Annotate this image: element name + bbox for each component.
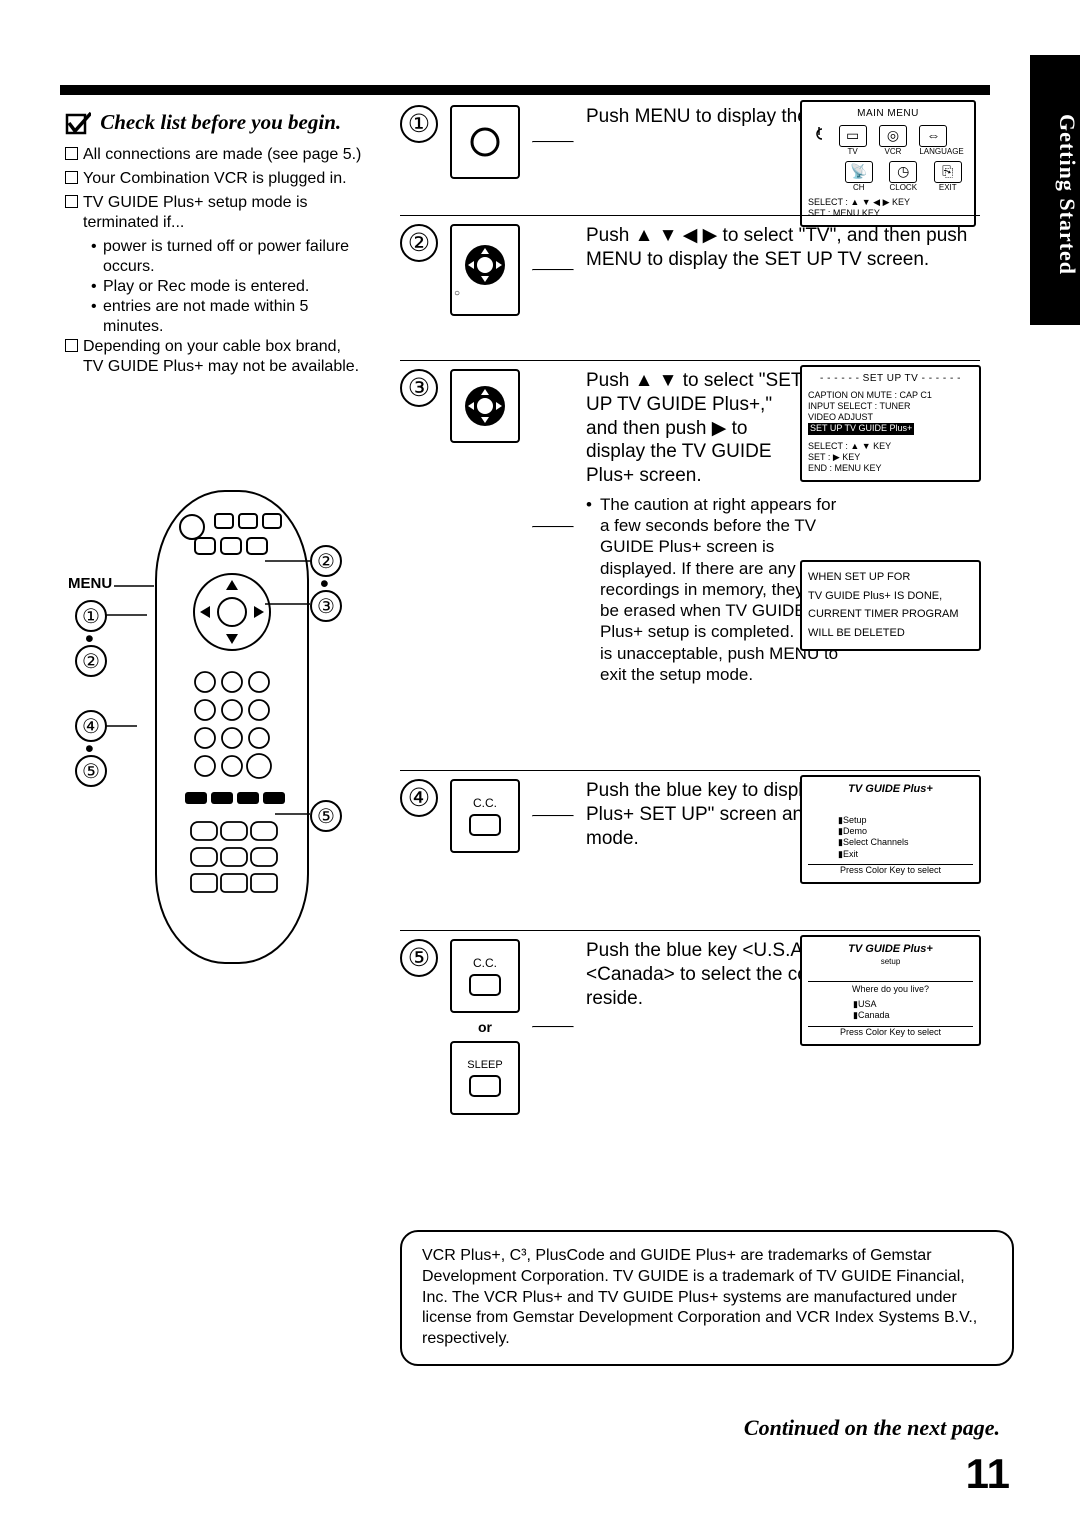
step-num: ② — [400, 224, 438, 262]
checklist-item: TV GUIDE Plus+ setup mode is terminated … — [65, 193, 365, 233]
checklist-subitem: power is turned off or power failure occ… — [65, 237, 365, 277]
step-text: Push ▲ ▼ to select "SET UP TV GUIDE Plus… — [586, 369, 806, 488]
callout-num: ⑤ — [310, 800, 342, 832]
checklist-title: Check list before you begin. — [65, 110, 365, 135]
section-tab: Getting Started — [1030, 55, 1080, 325]
checklist-subitem: entries are not made within 5 minutes. — [65, 297, 365, 337]
key-menu — [450, 105, 520, 179]
continued-label: Continued on the next page. — [744, 1415, 1000, 1441]
step-num: ⑤ — [400, 939, 438, 977]
trademark-notice: VCR Plus+, C³, PlusCode and GUIDE Plus+ … — [400, 1230, 1014, 1366]
key-sleep: SLEEP — [450, 1041, 520, 1115]
step-num: ① — [400, 105, 438, 143]
step-text: Push ▲ ▼ ◀ ▶ to select "TV", and then pu… — [586, 224, 980, 272]
panel-tvguide-country: TV GUIDE Plus+ setup Where do you live? … — [800, 935, 981, 1046]
panel-main-menu: MAIN MENU ▭TV ◎VCR ⇔LANGUAGE 📡CH ◷CLOCK … — [800, 100, 976, 227]
remote-menu-label: MENU — [68, 575, 112, 592]
checklist-item: All connections are made (see page 5.) — [65, 145, 365, 165]
panel-tvguide-setup: TV GUIDE Plus+ ▮Setup ▮Demo ▮Select Chan… — [800, 775, 981, 884]
key-cc: C.C. — [450, 939, 520, 1013]
panel-setup-tv: - - - - - - SET UP TV - - - - - - CAPTIO… — [800, 365, 981, 482]
checklist-subitem: Play or Rec mode is entered. — [65, 277, 365, 297]
checklist-item: Your Combination VCR is plugged in. — [65, 169, 365, 189]
callout-num: ⑤ — [75, 755, 107, 787]
checklist-item: Depending on your cable box brand, TV GU… — [65, 337, 365, 377]
panel-warning: WHEN SET UP FOR TV GUIDE Plus+ IS DONE, … — [800, 560, 981, 651]
top-rule — [60, 85, 990, 95]
callout-num: ③ — [310, 590, 342, 622]
checklist: Check list before you begin. All connect… — [65, 110, 365, 381]
key-nav — [450, 369, 520, 443]
page-number: 11 — [966, 1450, 1010, 1498]
key-cc: C.C. — [450, 779, 520, 853]
step-num: ④ — [400, 779, 438, 817]
step-num: ③ — [400, 369, 438, 407]
callout-num: ② — [75, 645, 107, 677]
key-nav: ○ — [450, 224, 520, 316]
step-2: ② ○ Push ▲ ▼ ◀ ▶ to select "TV", and the… — [400, 215, 980, 316]
